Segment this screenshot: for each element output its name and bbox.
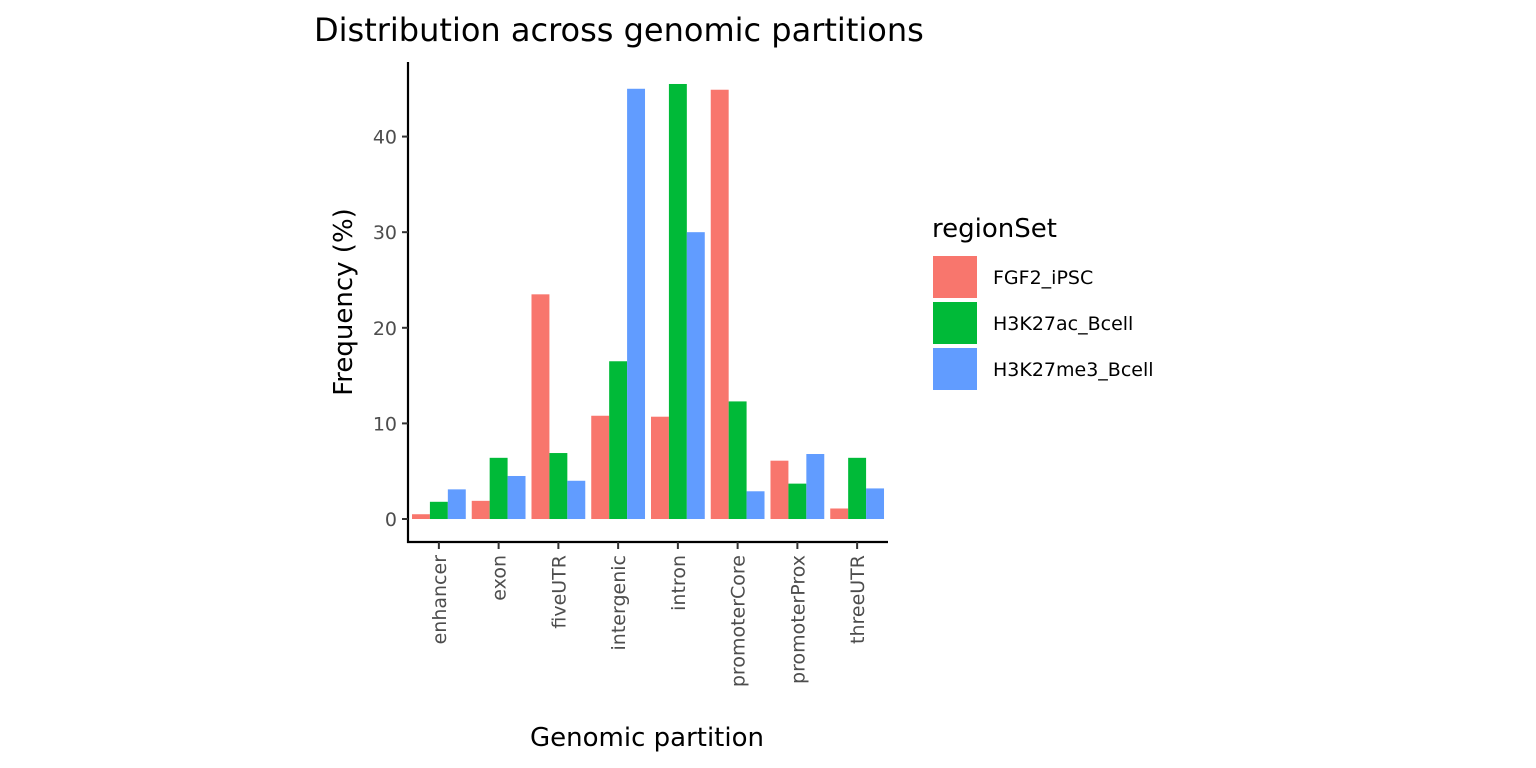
bar-threeUTR-H3K27ac_Bcell <box>848 457 867 520</box>
bar-intron-H3K27ac_Bcell <box>668 83 687 520</box>
y-tick-label: 40 <box>373 127 397 149</box>
y-tick-label: 10 <box>373 413 397 435</box>
y-ticks-group: 0 10 20 30 40 <box>373 127 408 531</box>
bar-enhancer-H3K27me3_Bcell <box>447 489 466 520</box>
legend: regionSet FGF2_iPSC H3K27ac_Bcell H3K27me3… <box>932 214 1154 390</box>
bar-fiveUTR-H3K27me3_Bcell <box>567 480 586 520</box>
bar-threeUTR-H3K27me3_Bcell <box>866 488 885 520</box>
x-tick-label: promoterCore <box>728 555 750 687</box>
bar-intergenic-FGF2_iPSC <box>591 415 610 520</box>
legend-title: regionSet <box>932 214 1057 244</box>
bar-exon-FGF2_iPSC <box>471 500 490 520</box>
legend-key-FGF2_iPSC <box>933 256 977 298</box>
bar-promoterCore-H3K27me3_Bcell <box>746 491 765 520</box>
bars-group <box>411 83 885 520</box>
y-tick-label: 30 <box>373 222 397 244</box>
legend-key-H3K27me3_Bcell <box>933 348 977 390</box>
legend-label: FGF2_iPSC <box>993 267 1093 289</box>
bar-promoterProx-H3K27ac_Bcell <box>788 483 807 520</box>
bar-promoterCore-FGF2_iPSC <box>710 89 729 520</box>
legend-key-H3K27ac_Bcell <box>933 302 977 344</box>
bar-enhancer-FGF2_iPSC <box>411 514 430 520</box>
bar-threeUTR-FGF2_iPSC <box>830 508 849 520</box>
chart-title: Distribution across genomic partitions <box>314 11 924 49</box>
x-tick-label: exon <box>489 555 511 601</box>
y-tick-label: 0 <box>385 509 397 531</box>
x-tick-label: fiveUTR <box>548 555 570 629</box>
x-tick-label: promoterProx <box>787 555 809 684</box>
x-axis-title: Genomic partition <box>530 723 764 753</box>
bar-exon-H3K27me3_Bcell <box>507 475 526 520</box>
bar-fiveUTR-H3K27ac_Bcell <box>549 453 568 520</box>
x-tick-label: threeUTR <box>847 555 869 644</box>
legend-label: H3K27me3_Bcell <box>993 359 1154 381</box>
y-tick-label: 20 <box>373 318 397 340</box>
legend-label: H3K27ac_Bcell <box>993 313 1133 335</box>
bar-promoterCore-H3K27ac_Bcell <box>728 401 747 520</box>
bar-enhancer-H3K27ac_Bcell <box>429 501 448 520</box>
bar-promoterProx-FGF2_iPSC <box>770 460 789 520</box>
bar-intron-FGF2_iPSC <box>650 416 669 520</box>
bar-intron-H3K27me3_Bcell <box>686 232 705 520</box>
bar-exon-H3K27ac_Bcell <box>489 457 508 520</box>
bar-intergenic-H3K27me3_Bcell <box>627 88 646 520</box>
x-tick-label: intergenic <box>608 555 630 650</box>
bar-fiveUTR-FGF2_iPSC <box>531 294 550 520</box>
x-tick-label: enhancer <box>429 555 451 645</box>
bar-intergenic-H3K27ac_Bcell <box>609 361 628 520</box>
bar-promoterProx-H3K27me3_Bcell <box>806 454 825 520</box>
x-tick-label: intron <box>668 555 690 611</box>
y-axis-title: Frequency (%) <box>329 208 359 396</box>
x-ticks-group: enhancer exon fiveUTR intergenic intron promo… <box>429 542 869 687</box>
